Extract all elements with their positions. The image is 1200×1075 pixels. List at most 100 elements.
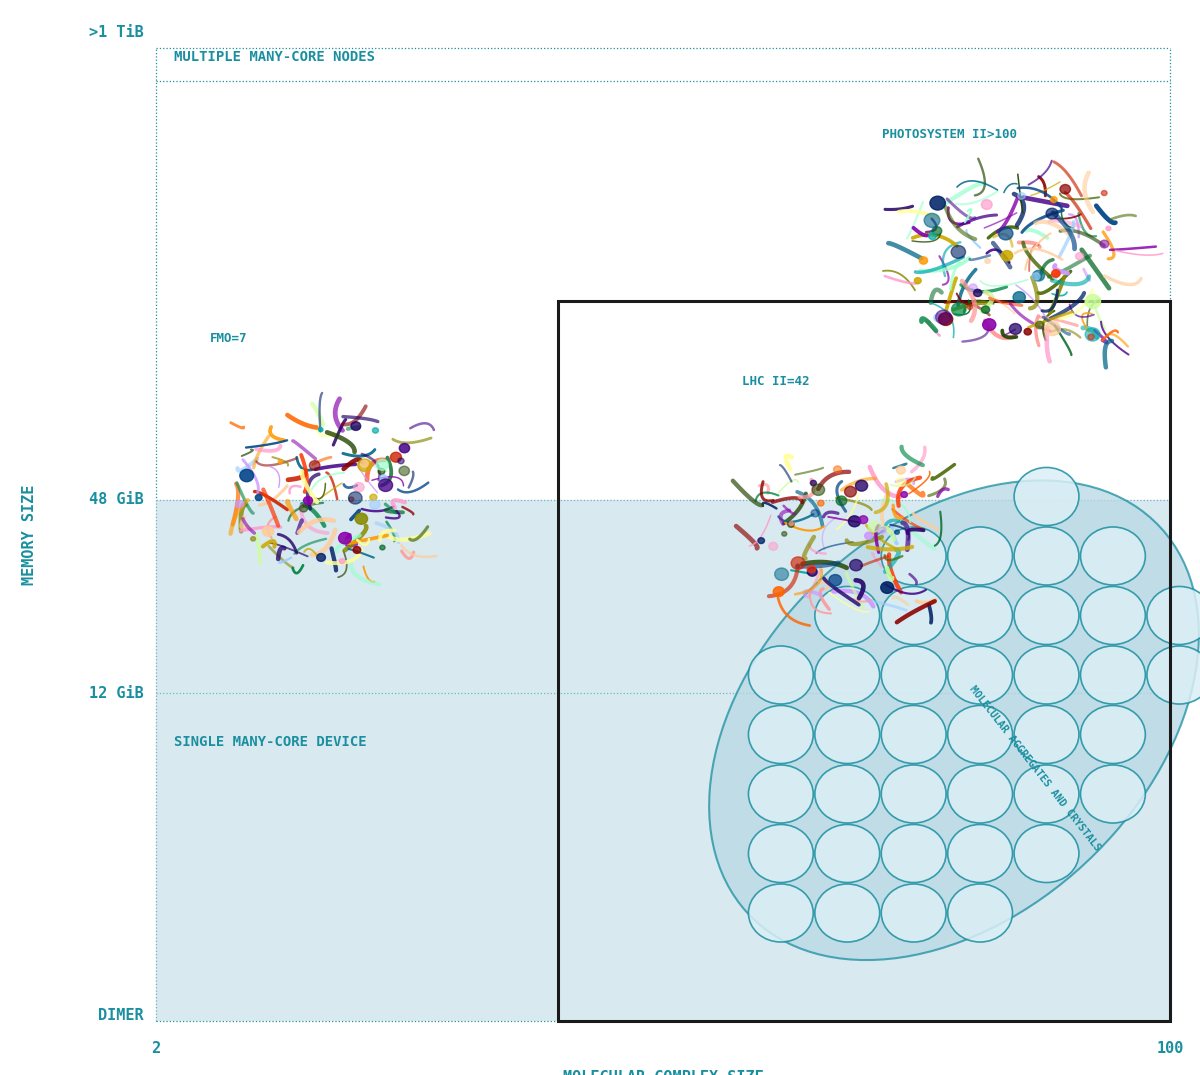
Circle shape <box>749 884 814 942</box>
Circle shape <box>379 545 385 549</box>
Circle shape <box>878 527 886 533</box>
Circle shape <box>952 303 966 316</box>
Circle shape <box>1046 209 1058 219</box>
Ellipse shape <box>709 481 1199 960</box>
Circle shape <box>1080 765 1145 823</box>
Circle shape <box>970 284 977 291</box>
Circle shape <box>1060 185 1070 194</box>
Circle shape <box>781 532 787 536</box>
Circle shape <box>881 646 946 704</box>
Circle shape <box>919 257 928 264</box>
Circle shape <box>354 483 364 492</box>
Circle shape <box>934 314 942 321</box>
Circle shape <box>1147 587 1200 645</box>
Circle shape <box>749 825 814 883</box>
Circle shape <box>881 582 894 593</box>
Circle shape <box>896 477 906 486</box>
Circle shape <box>929 232 936 240</box>
Circle shape <box>749 646 814 704</box>
Circle shape <box>881 765 946 823</box>
Text: FMO=7: FMO=7 <box>210 332 247 345</box>
Circle shape <box>896 467 905 474</box>
Circle shape <box>773 587 785 597</box>
Circle shape <box>240 470 253 482</box>
Circle shape <box>881 587 946 645</box>
Circle shape <box>340 559 344 563</box>
Circle shape <box>749 705 814 763</box>
Circle shape <box>932 227 942 235</box>
Circle shape <box>948 527 1013 585</box>
Circle shape <box>400 444 409 453</box>
Circle shape <box>251 536 256 541</box>
Circle shape <box>278 460 283 463</box>
Circle shape <box>1032 270 1044 281</box>
Circle shape <box>376 459 389 470</box>
Circle shape <box>304 497 312 504</box>
Circle shape <box>1080 587 1145 645</box>
Circle shape <box>836 496 847 505</box>
Circle shape <box>859 516 868 524</box>
Circle shape <box>829 574 841 586</box>
Circle shape <box>1088 334 1094 340</box>
Circle shape <box>1014 527 1079 585</box>
Circle shape <box>815 705 880 763</box>
Text: MOLECULAR AGGREGATES AND CRYSTALS: MOLECULAR AGGREGATES AND CRYSTALS <box>967 685 1102 852</box>
Circle shape <box>948 705 1013 763</box>
Circle shape <box>936 310 952 324</box>
Circle shape <box>834 465 841 473</box>
Text: PHOTOSYSTEM II>100: PHOTOSYSTEM II>100 <box>882 128 1018 141</box>
Circle shape <box>914 277 922 284</box>
Circle shape <box>948 825 1013 883</box>
Circle shape <box>948 884 1013 942</box>
Circle shape <box>349 497 354 502</box>
Circle shape <box>901 491 907 498</box>
Circle shape <box>938 313 953 326</box>
Circle shape <box>1106 226 1111 231</box>
Text: SINGLE MANY-CORE DEVICE: SINGLE MANY-CORE DEVICE <box>174 734 367 749</box>
Circle shape <box>1050 197 1057 202</box>
Text: MULTIPLE MANY-CORE NODES: MULTIPLE MANY-CORE NODES <box>174 49 374 64</box>
Circle shape <box>1032 273 1040 280</box>
Circle shape <box>881 527 946 585</box>
Text: MOLECULAR COMPLEX SIZE: MOLECULAR COMPLEX SIZE <box>563 1070 763 1075</box>
Text: DIMER: DIMER <box>98 1008 144 1023</box>
Circle shape <box>1018 192 1025 199</box>
Circle shape <box>881 884 946 942</box>
Circle shape <box>390 453 402 462</box>
Circle shape <box>1014 825 1079 883</box>
Circle shape <box>358 459 372 472</box>
Bar <box>156 500 1170 1021</box>
Circle shape <box>790 521 793 526</box>
Circle shape <box>808 568 817 576</box>
Circle shape <box>982 200 992 210</box>
Circle shape <box>967 305 972 310</box>
Circle shape <box>948 646 1013 704</box>
Circle shape <box>810 481 816 486</box>
Circle shape <box>263 527 274 536</box>
Circle shape <box>845 486 857 497</box>
Text: 100: 100 <box>1157 1041 1183 1056</box>
Circle shape <box>1045 321 1061 335</box>
Circle shape <box>850 559 863 571</box>
Circle shape <box>952 245 966 258</box>
Circle shape <box>1014 587 1079 645</box>
Circle shape <box>256 494 262 501</box>
Circle shape <box>924 213 940 228</box>
Circle shape <box>1080 527 1145 585</box>
Circle shape <box>372 428 378 433</box>
Circle shape <box>378 469 385 474</box>
Circle shape <box>973 289 982 297</box>
Circle shape <box>1085 328 1100 341</box>
Circle shape <box>300 505 307 512</box>
Text: 12 GiB: 12 GiB <box>89 686 144 701</box>
Circle shape <box>1014 646 1079 704</box>
Circle shape <box>869 521 881 532</box>
Text: 48 GiB: 48 GiB <box>89 492 144 507</box>
Circle shape <box>1051 270 1060 277</box>
Circle shape <box>1085 295 1100 309</box>
Circle shape <box>808 565 816 573</box>
Circle shape <box>1014 468 1079 526</box>
Circle shape <box>848 516 860 527</box>
Circle shape <box>812 484 824 496</box>
Circle shape <box>317 554 325 561</box>
